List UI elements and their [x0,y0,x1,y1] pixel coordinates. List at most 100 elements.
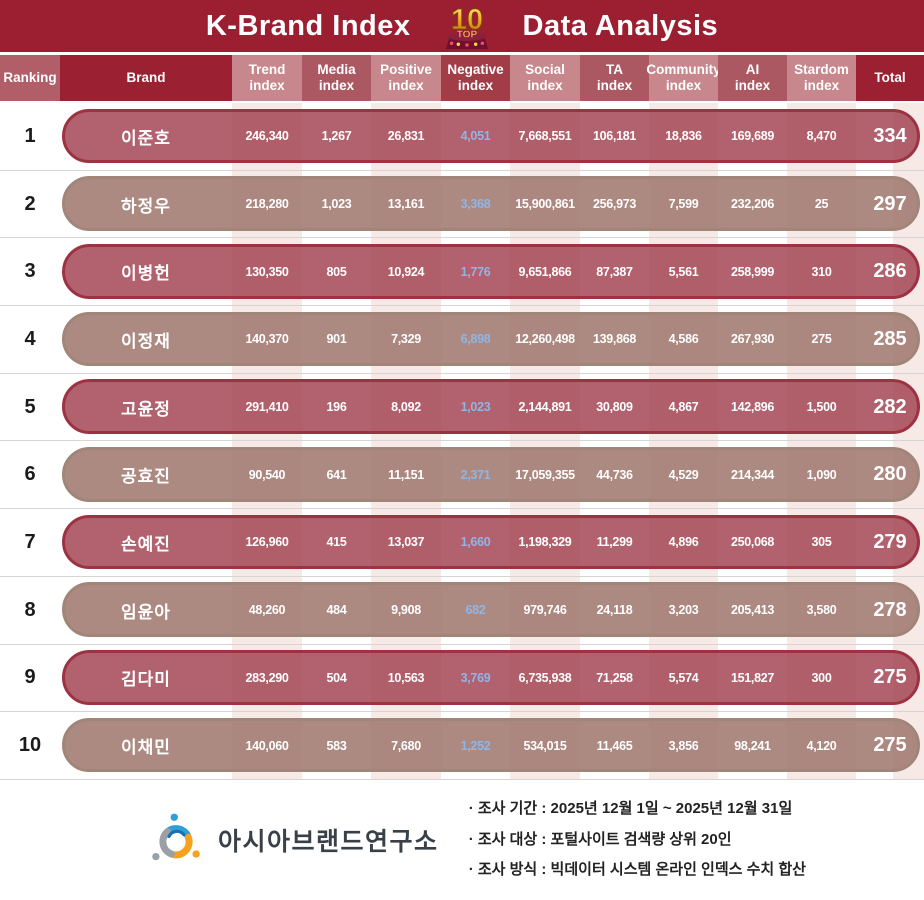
index-value: 6,735,938 [518,670,572,685]
index-value: 3,580 [806,603,837,618]
row-pill [62,176,920,231]
index-value: 3,856 [668,738,699,753]
row-grid: 8 임윤아 48,260 484 9,908 682 979,746 24,118 3,203 2… [0,577,924,644]
index-value: 30,809 [596,400,633,415]
index-value: 98,241 [734,738,771,753]
rank-cell: 9 [24,666,36,689]
col-header-ranking: Ranking [0,55,60,101]
index-value: 126,960 [245,535,289,550]
survey-notes: · 조사 기간 : 2025년 12월 1일 ~ 2025년 12월 31일 ·… [469,794,806,886]
row-pill [62,582,920,637]
index-value: 534,015 [523,738,567,753]
table-row: 5 고윤정 291,410 196 8,092 1,023 2,144,891 30,809 4… [0,374,924,442]
index-value: 3,203 [668,603,699,618]
index-value: 283,290 [245,670,289,685]
table-row: 8 임윤아 48,260 484 9,908 682 979,746 24,118 3,203 2… [0,577,924,645]
index-value: 275 [811,332,832,347]
badge-number: 10 [450,4,482,36]
col-header-trend-index: Trend index [232,55,302,101]
table-row: 10 이채민 140,060 583 7,680 1,252 534,015 11,465 3,… [0,712,924,780]
row-grid: 2 하정우 218,280 1,023 13,161 3,368 15,900,861 256… [0,171,924,238]
banner-title-right: Data Analysis [522,9,719,42]
index-value: 169,689 [730,129,775,144]
index-value: 8,092 [391,400,421,415]
index-value: 9,651,866 [518,264,572,279]
rank-cell: 1 [24,124,36,147]
survey-note-method: · 조사 방식 : 빅데이터 시스템 온라인 인덱스 수치 합산 [468,861,806,879]
total-score: 285 [873,327,907,350]
total-score: 334 [873,124,907,147]
index-value: 1,198,329 [518,535,572,550]
index-value: 4,867 [668,400,699,415]
brand-name: 고윤정 [121,399,171,419]
index-value: 1,023 [460,400,491,415]
rank-cell: 7 [24,530,36,553]
row-pill [62,311,920,367]
index-value: 583 [326,738,347,753]
brand-name: 이정재 [121,331,171,351]
index-value: 87,387 [596,264,633,279]
index-value: 25 [814,197,829,212]
index-value: 10,924 [387,264,425,279]
index-value: 1,267 [321,129,352,144]
asia-brand-institute-logo-icon [152,813,200,861]
row-grid: 3 이병헌 130,350 805 10,924 1,776 9,651,866 87,387… [0,238,924,305]
index-value: 258,999 [730,264,775,279]
index-value: 1,660 [460,535,491,550]
brand-name: 하정우 [121,196,171,216]
index-value: 214,344 [730,467,775,482]
total-score: 278 [873,598,907,621]
row-grid: 10 이채민 140,060 583 7,680 1,252 534,015 11,465 3,… [0,712,924,779]
brand-name: 김다미 [121,670,171,690]
top10-trophy-icon: 10 TOP [445,3,488,50]
index-value: 15,900,861 [515,197,575,212]
index-value: 1,252 [460,738,491,753]
total-score: 280 [873,463,907,486]
index-value: 305 [811,535,832,550]
index-value: 641 [326,467,347,482]
row-pill [62,379,920,434]
index-value: 250,068 [730,535,775,550]
brand-name: 공효진 [121,467,171,487]
brand-name: 이채민 [121,738,171,758]
index-value: 205,413 [730,603,775,618]
table-row: 7 손예진 126,960 415 13,037 1,660 1,198,329 11,299… [0,509,924,577]
row-pill [62,446,920,502]
index-value: 11,465 [596,738,633,753]
table-row: 2 하정우 218,280 1,023 13,161 3,368 15,900,861 256… [0,171,924,239]
row-grid: 4 이정재 140,370 901 7,329 6,898 12,260,498 139,86… [0,306,924,373]
index-value: 291,410 [245,400,289,415]
index-value: 3,368 [460,197,491,212]
total-score: 279 [873,530,907,553]
col-header-media-index: Media index [302,55,371,101]
total-score: 286 [873,260,907,283]
index-value: 2,371 [460,467,491,482]
index-value: 1,776 [460,264,491,279]
row-pill [62,108,920,164]
index-value: 13,037 [387,535,425,550]
total-score: 297 [873,192,907,215]
index-value: 12,260,498 [515,332,575,347]
index-value: 979,746 [523,603,567,618]
table-row: 4 이정재 140,370 901 7,329 6,898 12,260,498 139,86… [0,306,924,374]
col-header-community-index: Community index [646,55,721,101]
index-value: 256,973 [592,197,637,212]
index-value: 17,059,355 [515,467,575,482]
index-value: 805 [326,264,347,279]
index-value: 106,181 [592,129,637,144]
total-score: 275 [873,734,907,757]
index-value: 18,836 [665,129,702,144]
index-value: 71,258 [596,670,633,685]
col-header-brand: Brand [126,70,166,86]
row-grid: 9 김다미 283,290 504 10,563 3,769 6,735,938 71,258… [0,645,924,712]
table-row: 1 이준호 246,340 1,267 26,831 4,051 7,668,551 106,… [0,103,924,171]
row-grid: 1 이준호 246,340 1,267 26,831 4,051 7,668,551 106,… [0,103,924,170]
col-header-stardom-index: Stardom index [787,55,856,101]
index-value: 4,051 [460,129,491,144]
index-value: 10,563 [387,670,425,685]
index-value: 5,574 [668,670,699,685]
column-header-row: Ranking Brand Trend index Media index Posi… [0,55,924,103]
col-header-ai-index: AI index [718,55,787,101]
table-row: 9 김다미 283,290 504 10,563 3,769 6,735,938 71,258… [0,645,924,713]
